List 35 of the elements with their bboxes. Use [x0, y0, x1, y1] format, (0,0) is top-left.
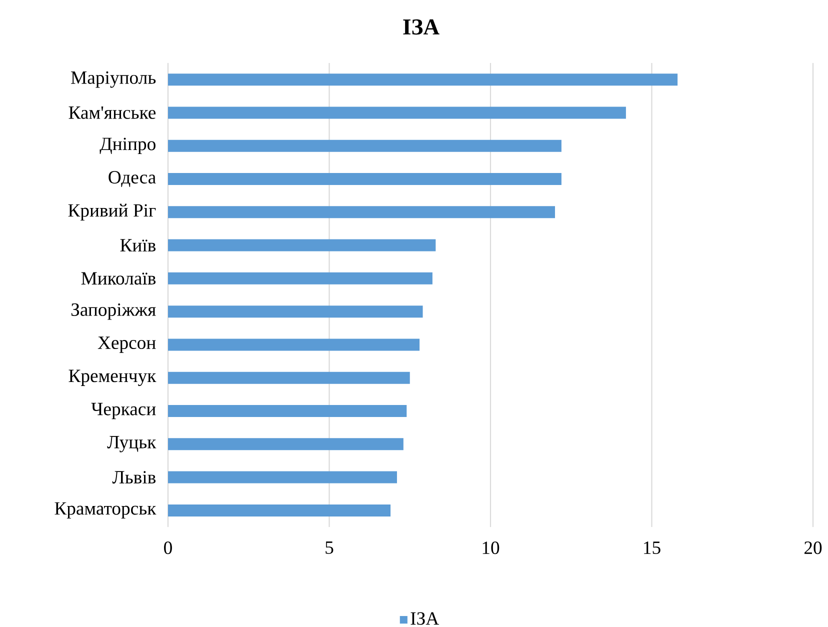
y-tick-label: Дніпро — [100, 138, 156, 154]
x-tick-label: 0 — [164, 541, 172, 554]
x-tick-label: 5 — [326, 541, 334, 554]
y-tick-label: Кременчук — [68, 370, 156, 386]
y-tick-label: Херсон — [98, 336, 156, 353]
y-tick-label: Одеса — [108, 171, 156, 187]
bar — [168, 272, 432, 284]
bar — [168, 74, 678, 86]
bar — [168, 438, 404, 450]
bar — [168, 173, 562, 186]
x-tick-label: 20 — [804, 541, 822, 554]
bar — [168, 306, 423, 318]
y-tick-label: Краматорськ — [54, 502, 156, 519]
x-tick-label: 10 — [482, 541, 500, 554]
y-tick-label: Черкаси — [91, 402, 156, 420]
bar — [168, 338, 420, 351]
legend-label: ІЗА — [410, 612, 440, 625]
y-tick-label: Маріуполь — [71, 71, 156, 88]
y-tick-label: Кам'янське — [68, 106, 156, 119]
bar — [168, 106, 626, 119]
bar — [168, 405, 407, 418]
y-tick-label: Миколаїв — [81, 272, 156, 285]
bar — [168, 239, 436, 252]
bar — [168, 206, 556, 218]
y-tick-label: Запоріжжя — [71, 303, 156, 320]
bar — [168, 504, 391, 516]
bar — [168, 140, 562, 152]
y-tick-label: Кривий Ріг — [68, 204, 156, 221]
chart-title: ІЗА — [403, 19, 440, 35]
y-tick-label: Луцьк — [107, 436, 156, 452]
y-tick-label: Львів — [112, 471, 156, 484]
bar — [168, 372, 410, 384]
y-tick-label: Київ — [120, 239, 156, 252]
x-tick-label: 15 — [644, 541, 660, 554]
bar — [168, 471, 397, 484]
